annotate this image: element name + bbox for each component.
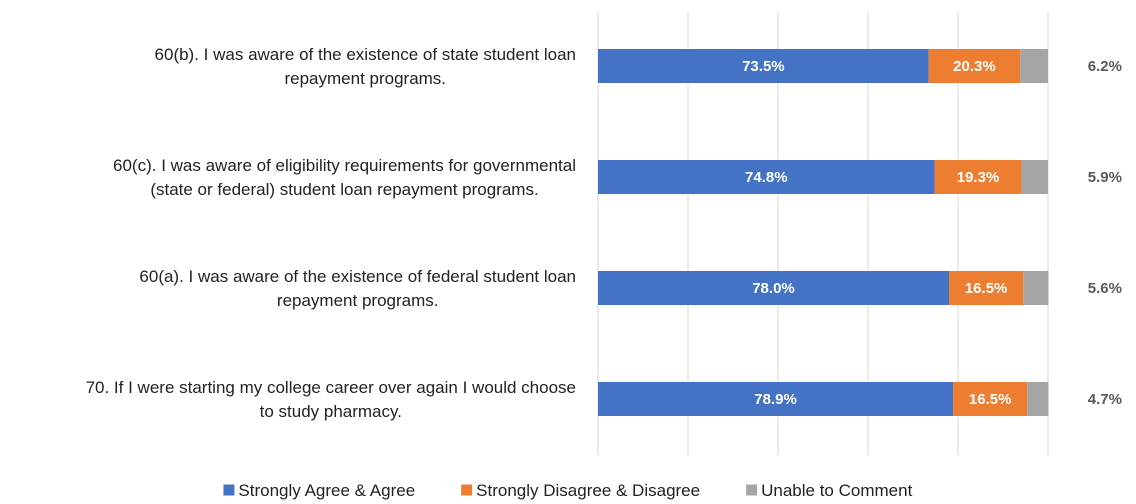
category-label: 60(c). I was aware of eligibility requir…	[113, 156, 576, 175]
data-label: 19.3%	[957, 169, 1000, 186]
data-label: 74.8%	[745, 169, 788, 186]
data-label: 4.7%	[1088, 391, 1122, 408]
data-label: 16.5%	[965, 280, 1008, 297]
category-label: (state or federal) student loan repaymen…	[150, 180, 538, 199]
category-label: repayment programs.	[284, 69, 446, 88]
category-label: to study pharmacy.	[260, 402, 402, 421]
legend-label: Strongly Agree & Agree	[238, 481, 415, 500]
category-label: 70. If I were starting my college career…	[86, 378, 576, 397]
data-label: 6.2%	[1088, 58, 1122, 75]
data-label: 20.3%	[953, 58, 996, 75]
category-label: 60(b). I was aware of the existence of s…	[155, 45, 576, 64]
bar-segment	[928, 49, 1021, 83]
bar-segment	[1021, 160, 1048, 194]
bar-segment	[598, 49, 929, 83]
legend-swatch	[223, 484, 235, 496]
data-label: 16.5%	[969, 391, 1012, 408]
bar-segment	[598, 382, 954, 416]
data-label: 73.5%	[742, 58, 785, 75]
data-label: 78.9%	[754, 391, 797, 408]
category-label: 60(a). I was aware of the existence of f…	[139, 267, 576, 286]
data-label: 78.0%	[752, 280, 795, 297]
legend-swatch	[461, 484, 473, 496]
bar-segment	[1023, 271, 1049, 305]
legend-label: Strongly Disagree & Disagree	[476, 481, 700, 500]
bar-segment	[598, 271, 949, 305]
legend-label: Unable to Comment	[761, 481, 912, 500]
bar-segment	[598, 160, 935, 194]
legend-swatch	[746, 484, 758, 496]
category-label: repayment programs.	[277, 291, 439, 310]
data-label: 5.9%	[1088, 169, 1122, 186]
bar-segment	[949, 271, 1024, 305]
bar-segment	[1020, 49, 1048, 83]
bar-segment	[1027, 382, 1049, 416]
bar-segment	[953, 382, 1028, 416]
bar-segment	[934, 160, 1022, 194]
data-label: 5.6%	[1088, 280, 1122, 297]
